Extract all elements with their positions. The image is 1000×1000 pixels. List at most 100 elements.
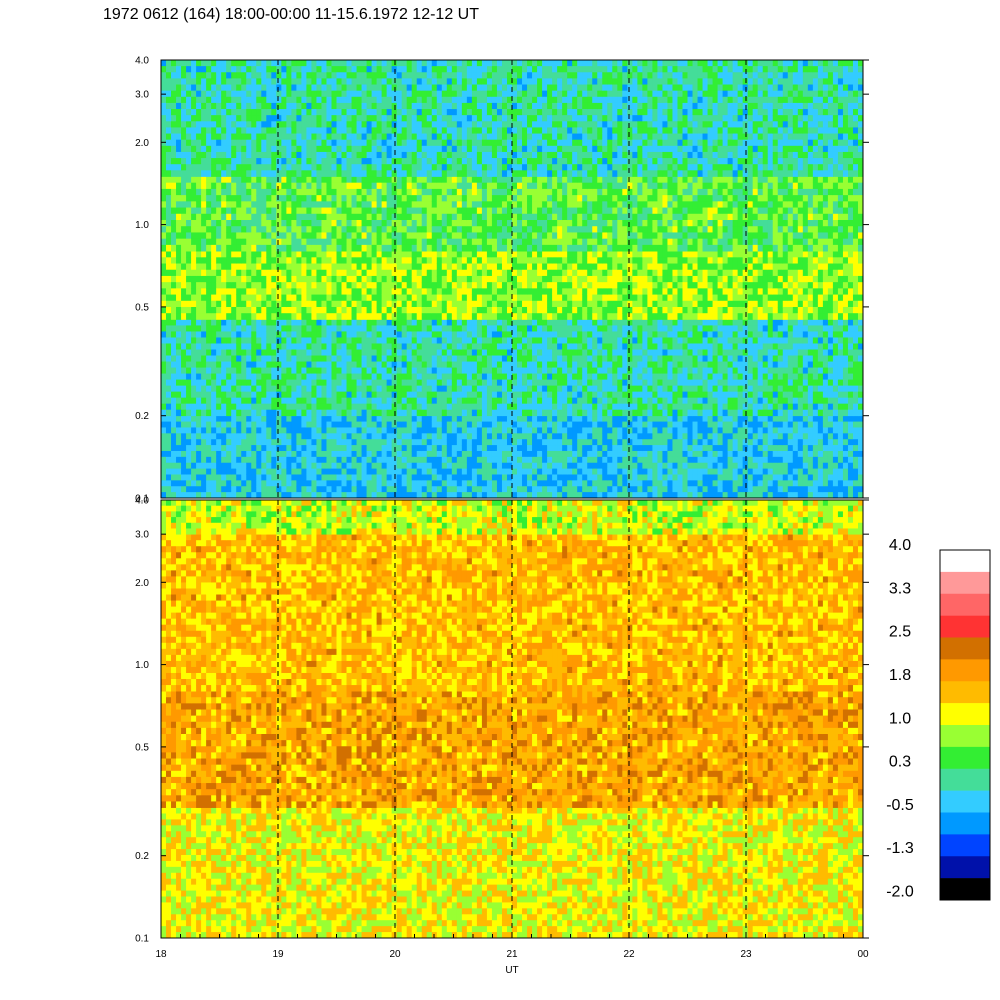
heatmap-cell <box>823 362 828 368</box>
heatmap-cell <box>316 469 321 475</box>
heatmap-cell <box>783 398 788 404</box>
heatmap-cell <box>682 416 687 422</box>
heatmap-cell <box>437 439 442 445</box>
heatmap-cell <box>718 356 723 362</box>
heatmap-cell <box>492 486 497 492</box>
heatmap-cell <box>331 264 336 271</box>
heatmap-cell <box>367 319 372 325</box>
heatmap-cell <box>342 276 347 283</box>
heatmap-cell <box>246 386 251 392</box>
heatmap-cell <box>357 276 362 283</box>
heatmap-cell <box>311 480 316 486</box>
heatmap-cell <box>728 398 733 404</box>
heatmap-cell <box>231 331 236 337</box>
heatmap-cell <box>271 422 276 428</box>
heatmap-cell <box>186 404 191 410</box>
heatmap-cell <box>562 410 567 416</box>
heatmap-cell <box>738 433 743 439</box>
heatmap-cell <box>713 404 718 410</box>
heatmap-cell <box>768 410 773 416</box>
heatmap-cell <box>723 439 728 445</box>
heatmap-cell <box>392 404 397 410</box>
heatmap-cell <box>221 257 226 264</box>
heatmap-cell <box>557 374 562 380</box>
heatmap-cell <box>301 469 306 475</box>
heatmap-cell <box>402 416 407 422</box>
heatmap-cell <box>452 386 457 392</box>
heatmap-cell <box>783 356 788 362</box>
heatmap-cell <box>437 282 442 289</box>
heatmap-cell <box>482 380 487 386</box>
heatmap-cell <box>211 457 216 463</box>
heatmap-cell <box>437 486 442 492</box>
heatmap-cell <box>482 282 487 289</box>
heatmap-cell <box>241 313 246 320</box>
heatmap-cell <box>301 356 306 362</box>
heatmap-cell <box>823 380 828 386</box>
heatmap-cell <box>362 319 367 325</box>
heatmap-cell <box>387 270 392 277</box>
heatmap-cell <box>397 463 402 469</box>
heatmap-cell <box>693 386 698 392</box>
heatmap-cell <box>161 264 166 271</box>
heatmap-cell <box>221 270 226 277</box>
heatmap-cell <box>342 325 347 331</box>
heatmap-cell <box>682 343 687 349</box>
heatmap-cell <box>457 350 462 356</box>
heatmap-cell <box>201 301 206 308</box>
heatmap-cell <box>171 337 176 343</box>
heatmap-cell <box>718 325 723 331</box>
heatmap-cell <box>728 492 733 498</box>
heatmap-cell <box>291 486 296 492</box>
heatmap-cell <box>647 404 652 410</box>
heatmap-cell <box>582 356 587 362</box>
heatmap-cell <box>833 422 838 428</box>
heatmap-cell <box>392 474 397 480</box>
heatmap-cell <box>512 331 517 337</box>
heatmap-cell <box>196 331 201 337</box>
heatmap-cell <box>823 474 828 480</box>
heatmap-cell <box>256 343 261 349</box>
heatmap-cell <box>276 282 281 289</box>
heatmap-cell <box>467 445 472 451</box>
heatmap-cell <box>542 445 547 451</box>
heatmap-cell <box>211 398 216 404</box>
heatmap-cell <box>201 386 206 392</box>
heatmap-cell <box>377 282 382 289</box>
heatmap-cell <box>778 392 783 398</box>
heatmap-cell <box>296 433 301 439</box>
heatmap-cell <box>402 307 407 314</box>
heatmap-cell <box>397 276 402 283</box>
heatmap-cell <box>482 257 487 264</box>
heatmap-cell <box>808 433 813 439</box>
heatmap-cell <box>763 368 768 374</box>
heatmap-cell <box>271 439 276 445</box>
heatmap-cell <box>703 486 708 492</box>
heatmap-cell <box>632 392 637 398</box>
heatmap-cell <box>402 343 407 349</box>
heatmap-cell <box>392 343 397 349</box>
heatmap-cell <box>853 404 858 410</box>
heatmap-cell <box>311 362 316 368</box>
heatmap-cell <box>417 422 422 428</box>
heatmap-cell <box>723 325 728 331</box>
heatmap-cell <box>226 270 231 277</box>
heatmap-cell <box>602 422 607 428</box>
heatmap-cell <box>211 422 216 428</box>
heatmap-cell <box>547 368 552 374</box>
heatmap-cell <box>186 282 191 289</box>
heatmap-cell <box>853 380 858 386</box>
heatmap-cell <box>306 325 311 331</box>
heatmap-cell <box>166 445 171 451</box>
heatmap-cell <box>196 404 201 410</box>
heatmap-cell <box>758 492 763 498</box>
heatmap-cell <box>276 404 281 410</box>
heatmap-cell <box>612 319 617 325</box>
heatmap-cell <box>246 356 251 362</box>
heatmap-cell <box>347 439 352 445</box>
heatmap-cell <box>472 380 477 386</box>
heatmap-cell <box>457 276 462 283</box>
heatmap-cell <box>487 356 492 362</box>
heatmap-cell <box>357 325 362 331</box>
heatmap-cell <box>682 445 687 451</box>
